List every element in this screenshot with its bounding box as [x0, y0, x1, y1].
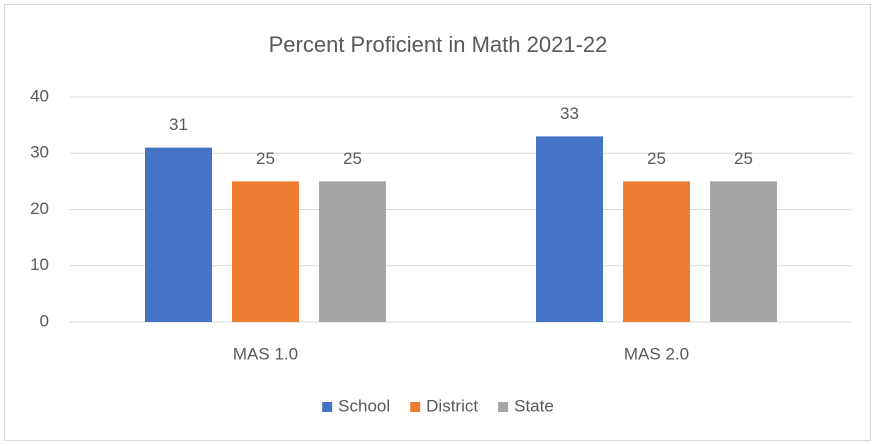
y-tick-label: 10	[30, 255, 49, 274]
data-label: 33	[560, 104, 579, 123]
data-label: 25	[256, 149, 275, 168]
legend-swatch	[410, 402, 421, 412]
bar	[623, 181, 690, 322]
bar	[536, 136, 603, 322]
data-label: 25	[647, 149, 666, 168]
bar	[710, 181, 777, 322]
bar	[232, 181, 299, 322]
y-tick-label: 20	[30, 199, 49, 218]
x-tick-label: MAS 1.0	[233, 344, 298, 363]
chart-title: Percent Proficient in Math 2021-22	[269, 32, 608, 57]
y-tick-label: 0	[40, 311, 49, 330]
bar	[319, 181, 386, 322]
x-tick-label: MAS 2.0	[624, 344, 689, 363]
y-tick-label: 30	[30, 143, 49, 162]
legend-label: School	[338, 396, 390, 415]
legend-label: District	[426, 396, 478, 415]
data-label: 25	[343, 149, 362, 168]
legend-label: State	[514, 396, 554, 415]
legend-swatch	[498, 402, 509, 412]
data-label: 25	[734, 149, 753, 168]
data-label: 31	[169, 115, 188, 134]
bar	[145, 147, 212, 322]
y-tick-label: 40	[30, 86, 49, 105]
legend-swatch	[322, 402, 333, 412]
